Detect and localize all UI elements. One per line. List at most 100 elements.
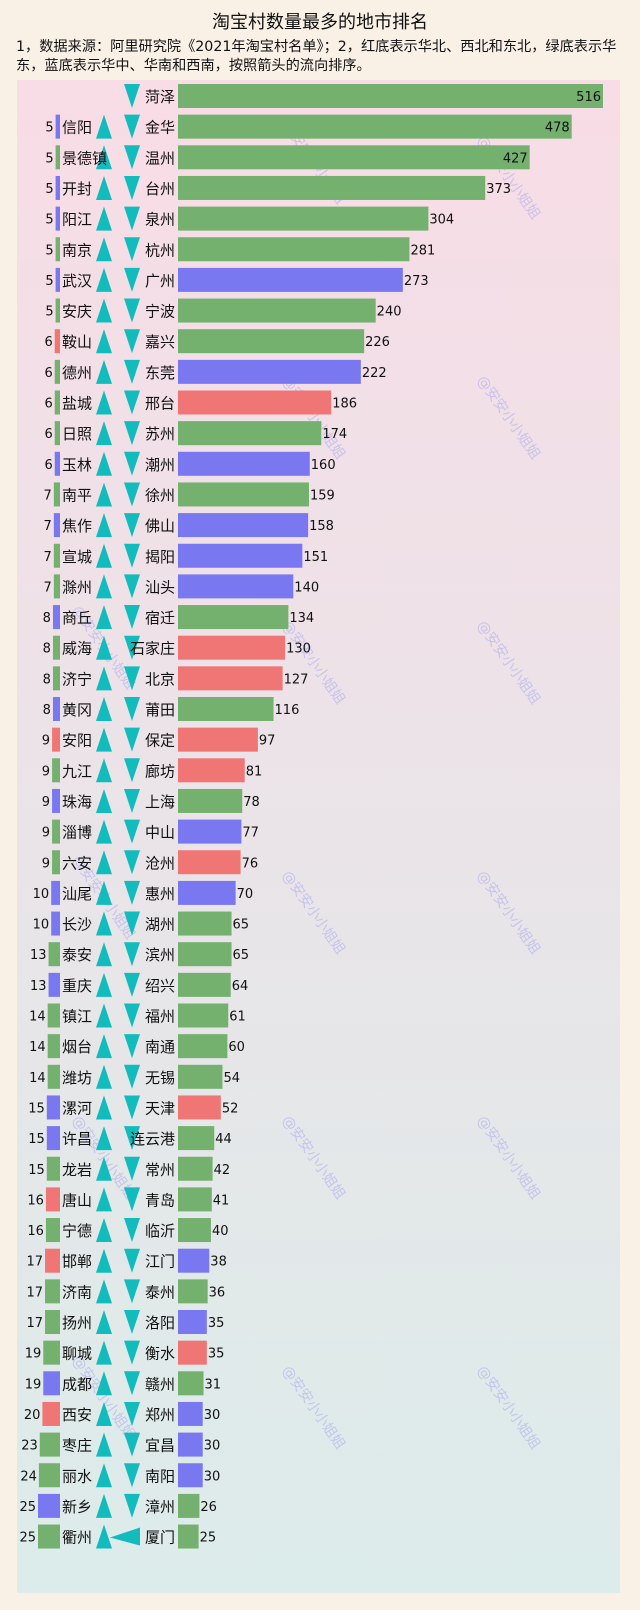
city-label: 揭阳	[145, 548, 175, 566]
city-label: 南平	[62, 486, 92, 504]
bar-阳江	[55, 206, 60, 231]
value-label: 159	[310, 488, 335, 503]
value-label: 134	[289, 611, 314, 626]
city-label: 威海	[62, 640, 92, 658]
value-label: 5	[45, 274, 53, 289]
arrow-down-icon	[124, 880, 140, 905]
arrow-down-icon	[124, 84, 140, 108]
value-label: 5	[45, 151, 53, 166]
bar-重庆	[48, 972, 60, 997]
arrow-up-icon	[96, 1156, 112, 1181]
arrow-up-icon	[96, 1279, 112, 1304]
value-label: 5	[45, 213, 53, 228]
bar-枣庄	[39, 1432, 60, 1457]
arrow-up-icon	[96, 1432, 112, 1457]
city-label: 北京	[145, 670, 175, 688]
bar-郑州	[178, 1401, 203, 1426]
city-label: 盐城	[62, 395, 92, 413]
arrow-up-icon	[96, 298, 112, 323]
arrow-down-icon	[124, 666, 140, 691]
value-label: 140	[294, 580, 319, 595]
bar-盐城	[54, 390, 60, 415]
value-label: 25	[19, 1531, 36, 1546]
bar-天津	[178, 1095, 221, 1120]
arrow-down-icon	[124, 942, 140, 967]
value-label: 6	[44, 397, 52, 412]
arrow-up-icon	[96, 635, 112, 660]
value-label: 25	[200, 1531, 217, 1546]
city-label: 六安	[62, 854, 92, 872]
arrow-down-icon	[124, 1432, 140, 1457]
bar-泰州	[178, 1279, 208, 1304]
arrow-down-icon	[124, 788, 140, 813]
value-label: 13	[30, 948, 47, 963]
arrow-up-icon	[96, 421, 112, 446]
arrow-down-icon	[124, 390, 140, 415]
value-label: 26	[200, 1500, 217, 1515]
value-label: 5	[45, 121, 53, 136]
city-label: 金华	[145, 119, 175, 137]
arrow-up-icon	[96, 1371, 112, 1396]
bar-新乡	[38, 1493, 60, 1518]
arrow-down-icon	[124, 175, 140, 200]
bar-广州	[178, 267, 403, 292]
bar-衢州	[38, 1524, 60, 1549]
city-label: 莆田	[145, 701, 175, 719]
city-label: 汕头	[145, 578, 175, 596]
value-label: 35	[208, 1347, 225, 1362]
city-label: 南阳	[145, 1467, 175, 1485]
bar-日照	[54, 421, 60, 446]
value-label: 30	[204, 1408, 221, 1423]
value-label: 65	[233, 918, 250, 933]
arrow-up-icon	[96, 1401, 112, 1426]
city-label: 廊坊	[145, 762, 175, 780]
city-label: 天津	[145, 1099, 175, 1117]
bar-青岛	[178, 1187, 212, 1212]
value-label: 76	[242, 856, 259, 871]
city-label: 东莞	[145, 364, 175, 382]
bar-苏州	[178, 421, 322, 446]
bar-泉州	[178, 206, 429, 231]
bar-成都	[43, 1371, 60, 1396]
city-label: 泉州	[145, 211, 175, 229]
value-label: 38	[210, 1255, 227, 1270]
city-label: 沧州	[145, 854, 175, 872]
value-label: 30	[204, 1469, 221, 1484]
value-label: 8	[43, 611, 51, 626]
city-label: 台州	[145, 180, 175, 198]
arrow-up-icon	[96, 1003, 112, 1028]
value-label: 7	[44, 580, 52, 595]
bar-开封	[55, 175, 60, 200]
arrow-down-icon	[124, 298, 140, 323]
arrow-down-icon	[124, 1279, 140, 1304]
arrow-down-icon	[124, 329, 140, 354]
city-label: 枣庄	[62, 1437, 92, 1455]
bar-台州	[178, 175, 486, 200]
bar-长沙	[51, 911, 60, 936]
bar-菏泽	[178, 84, 603, 108]
arrow-up-icon	[96, 1126, 112, 1151]
city-label: 广州	[145, 272, 175, 290]
arrow-down-icon	[124, 513, 140, 538]
city-label: 鞍山	[62, 333, 92, 351]
value-label: 30	[204, 1439, 221, 1454]
city-label: 宜昌	[145, 1437, 175, 1455]
value-label: 77	[242, 826, 259, 841]
value-label: 44	[215, 1132, 232, 1147]
bar-黄冈	[52, 697, 60, 721]
arrow-down-icon	[124, 911, 140, 936]
arrow-up-icon	[96, 1187, 112, 1212]
city-label: 惠州	[145, 885, 175, 903]
value-label: 15	[28, 1101, 45, 1116]
value-label: 8	[43, 672, 51, 687]
city-label: 日照	[62, 425, 92, 443]
value-label: 17	[26, 1316, 43, 1331]
bar-汕头	[178, 574, 294, 599]
bar-珠海	[52, 788, 60, 813]
arrow-down-icon	[124, 1371, 140, 1396]
arrow-up-icon	[96, 1064, 112, 1089]
city-label: 上海	[145, 793, 175, 811]
city-label: 无锡	[145, 1069, 175, 1087]
city-label: 青岛	[145, 1191, 175, 1209]
value-label: 516	[576, 90, 601, 105]
